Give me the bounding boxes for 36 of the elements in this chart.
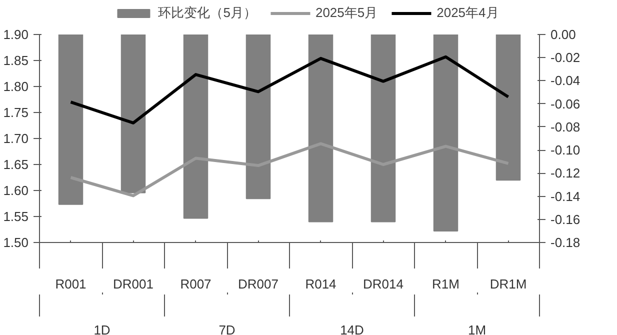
x-tick-label: DR014 bbox=[363, 276, 404, 292]
text: 1D bbox=[94, 322, 110, 335]
y-tick-label: 1.75 bbox=[3, 105, 29, 120]
y2-tick-label: 0.00 bbox=[550, 27, 576, 42]
line-series bbox=[69, 142, 510, 198]
y2-tick-label: -0.08 bbox=[550, 119, 580, 134]
text: 1M bbox=[468, 322, 486, 335]
y2-tick-label: -0.02 bbox=[550, 50, 580, 66]
legend-label: 2025年4月 bbox=[436, 4, 499, 22]
legend-label: 2025年5月 bbox=[315, 4, 378, 22]
y2-tick-label: -0.16 bbox=[550, 212, 580, 227]
x-tick-label: DR001 bbox=[113, 276, 154, 292]
x-tick-label: DR007 bbox=[238, 276, 278, 292]
y-tick-label: 1.70 bbox=[3, 131, 29, 146]
y2-tick-label: -0.18 bbox=[550, 235, 580, 250]
x-tick-label: R014 bbox=[305, 276, 336, 292]
y-tick-label: 1.90 bbox=[3, 27, 29, 42]
y2-tick-label: -0.12 bbox=[550, 166, 580, 181]
y-tick-label: 1.50 bbox=[3, 235, 29, 250]
y2-tick-label: -0.06 bbox=[550, 96, 580, 112]
x-tick-label: R1M bbox=[432, 276, 460, 292]
y2-tick-label: -0.04 bbox=[550, 73, 580, 88]
y-tick-label: 1.55 bbox=[3, 209, 29, 224]
x-tick-label: DR1M bbox=[490, 276, 527, 292]
line-series bbox=[69, 55, 510, 124]
y-tick-label: 1.65 bbox=[3, 157, 29, 172]
x-tick-label: R001 bbox=[55, 276, 86, 292]
text: 14D bbox=[340, 322, 364, 335]
y2-tick-label: -0.14 bbox=[550, 188, 580, 204]
y-tick-label: 1.80 bbox=[3, 79, 29, 94]
text: 7D bbox=[218, 322, 236, 335]
y2-tick-label: -0.10 bbox=[550, 142, 580, 158]
x-tick-label: R007 bbox=[180, 276, 212, 292]
y-tick-label: 1.60 bbox=[3, 183, 29, 198]
y-tick-label: 1.85 bbox=[3, 53, 29, 68]
legend-label: 环比变化（5月） bbox=[158, 4, 256, 22]
